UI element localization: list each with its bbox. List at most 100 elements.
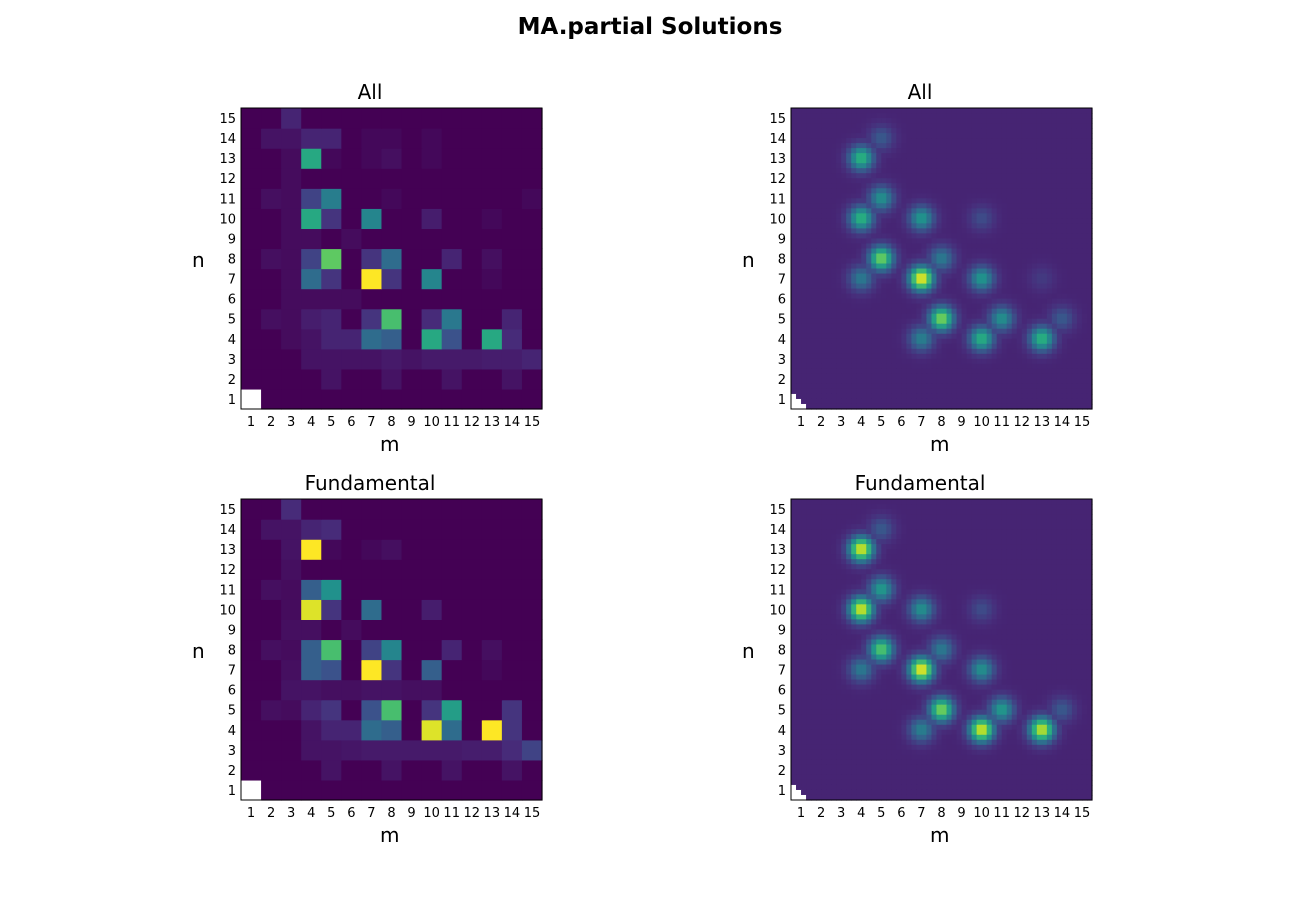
heatmap-cell bbox=[501, 188, 523, 209]
heatmap-cell bbox=[856, 113, 862, 119]
heatmap-cell bbox=[1076, 273, 1083, 280]
heatmap-cell bbox=[801, 514, 807, 520]
heatmap-cell bbox=[926, 228, 933, 235]
heatmap-cell bbox=[1006, 183, 1013, 189]
heatmap-cell bbox=[956, 323, 963, 330]
heatmap-cell bbox=[1066, 348, 1073, 355]
heatmap-cell bbox=[441, 679, 463, 701]
heatmap-cell bbox=[1021, 398, 1028, 405]
heatmap-cell bbox=[976, 203, 983, 209]
heatmap-cell bbox=[956, 333, 963, 340]
heatmap-cell bbox=[986, 213, 993, 219]
heatmap-cell bbox=[956, 208, 963, 214]
heatmap-cell bbox=[941, 143, 948, 149]
heatmap-cell bbox=[906, 253, 912, 260]
heatmap-cell bbox=[826, 113, 832, 119]
heatmap-cell bbox=[1066, 263, 1073, 270]
heatmap-cell bbox=[971, 258, 978, 265]
heatmap-cell bbox=[1036, 278, 1043, 285]
heatmap-cell bbox=[821, 243, 827, 250]
heatmap-cell bbox=[951, 308, 958, 315]
heatmap-cell bbox=[861, 268, 867, 275]
panel-title: Fundamental bbox=[854, 471, 986, 495]
heatmap-cell bbox=[936, 378, 943, 385]
heatmap-cell bbox=[986, 544, 993, 550]
heatmap-cell bbox=[946, 328, 953, 335]
x-tick-label: 15 bbox=[1074, 415, 1091, 430]
heatmap-cell bbox=[1046, 383, 1053, 390]
heatmap-cell bbox=[421, 579, 443, 600]
heatmap-cell bbox=[1041, 158, 1048, 164]
heatmap-cell bbox=[796, 148, 802, 154]
heatmap-cell bbox=[1066, 153, 1073, 159]
heatmap-cell bbox=[791, 368, 797, 375]
heatmap-cell bbox=[906, 283, 912, 290]
heatmap-cell bbox=[421, 248, 443, 270]
heatmap-cell bbox=[966, 398, 973, 405]
heatmap-cell bbox=[836, 373, 842, 380]
heatmap-cell bbox=[861, 303, 867, 310]
heatmap-cell bbox=[846, 208, 852, 214]
heatmap-cell bbox=[991, 183, 998, 189]
heatmap-cell bbox=[1041, 554, 1048, 560]
heatmap-cell bbox=[1046, 228, 1053, 235]
heatmap-cell bbox=[521, 539, 543, 560]
heatmap-cell bbox=[941, 564, 948, 570]
heatmap-cell bbox=[321, 388, 342, 410]
heatmap-cell bbox=[1041, 283, 1048, 290]
heatmap-cell bbox=[1021, 288, 1028, 295]
heatmap-cell bbox=[1001, 158, 1008, 164]
heatmap-cell bbox=[901, 519, 907, 525]
heatmap-cell bbox=[931, 509, 938, 515]
heatmap-cell bbox=[841, 258, 847, 265]
heatmap-cell bbox=[926, 333, 933, 340]
heatmap-cell bbox=[1036, 373, 1043, 380]
heatmap-cell bbox=[1051, 559, 1058, 565]
heatmap-cell bbox=[861, 363, 867, 370]
heatmap-cell bbox=[956, 108, 963, 114]
heatmap-cell bbox=[1066, 403, 1073, 410]
heatmap-cell bbox=[821, 388, 827, 395]
heatmap-cell bbox=[936, 233, 943, 240]
heatmap-cell bbox=[916, 378, 923, 385]
heatmap-cell bbox=[1066, 133, 1073, 139]
heatmap-cell bbox=[911, 504, 918, 510]
heatmap-cell bbox=[1016, 183, 1023, 189]
heatmap-cell bbox=[1036, 338, 1043, 345]
heatmap-cell bbox=[861, 323, 867, 330]
heatmap-cell bbox=[1036, 108, 1043, 114]
heatmap-cell bbox=[856, 378, 862, 385]
heatmap-cell bbox=[241, 739, 262, 761]
heatmap-cell bbox=[976, 223, 983, 229]
heatmap-cell bbox=[891, 253, 897, 260]
heatmap-cell bbox=[951, 398, 958, 405]
heatmap-cell bbox=[941, 514, 948, 520]
heatmap-cell bbox=[846, 158, 852, 164]
heatmap-cell bbox=[1021, 248, 1028, 255]
heatmap-cell bbox=[976, 544, 983, 550]
heatmap-cell bbox=[871, 398, 877, 405]
heatmap-cell bbox=[1056, 509, 1063, 515]
heatmap-cell bbox=[301, 599, 322, 620]
heatmap-cell bbox=[1016, 524, 1023, 530]
heatmap-cell bbox=[1011, 108, 1018, 114]
heatmap-cell bbox=[946, 138, 953, 144]
heatmap-cell bbox=[826, 118, 832, 124]
heatmap-cell bbox=[836, 293, 842, 300]
heatmap-cell bbox=[991, 208, 998, 214]
heatmap-cell bbox=[421, 228, 443, 250]
heatmap-cell bbox=[816, 554, 822, 560]
heatmap-cell bbox=[886, 539, 892, 545]
heatmap-cell bbox=[1051, 148, 1058, 154]
heatmap-cell bbox=[1041, 173, 1048, 179]
heatmap-cell bbox=[801, 388, 807, 395]
heatmap-cell bbox=[941, 358, 948, 365]
heatmap-cell bbox=[866, 278, 872, 285]
heatmap-cell bbox=[931, 343, 938, 350]
heatmap-cell bbox=[1056, 373, 1063, 380]
heatmap-cell bbox=[241, 559, 262, 580]
heatmap-cell bbox=[996, 519, 1003, 525]
heatmap-cell bbox=[1081, 328, 1088, 335]
heatmap-cell bbox=[886, 228, 892, 235]
heatmap-cell bbox=[1036, 283, 1043, 290]
